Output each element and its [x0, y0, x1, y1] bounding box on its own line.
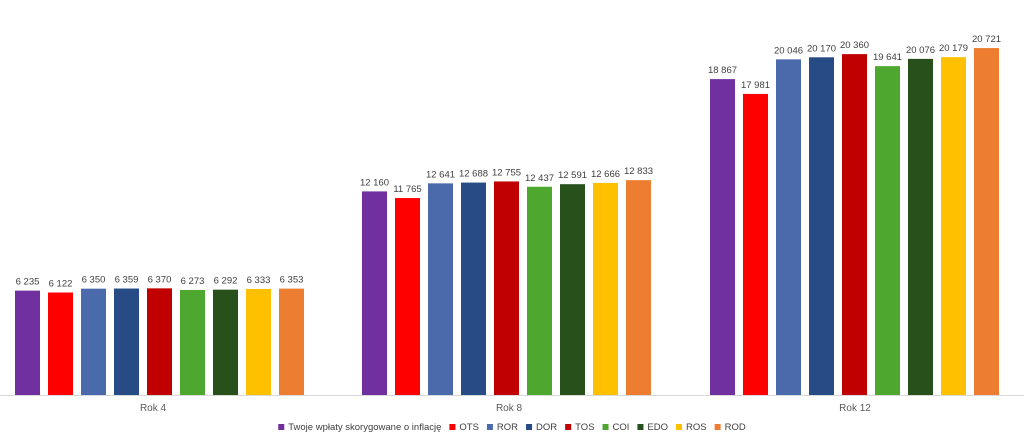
legend-swatch: [602, 424, 609, 430]
data-labels-layer: 6 235 6 122 6 350 6 359 6 370 6 273 6 292 6 333…: [16, 34, 1001, 289]
data-label: 12 437: [525, 173, 554, 184]
legend-item: Twoje wpłaty skorygowane o inflację: [278, 422, 441, 433]
data-label: 6 273: [181, 276, 205, 287]
data-label: 6 333: [247, 275, 271, 286]
bar-ots-rok-8: [395, 198, 420, 395]
bar-coi-rok-4: [180, 289, 205, 395]
legend-label: DOR: [536, 422, 557, 433]
legend-swatch: [714, 424, 721, 430]
bar-tos-rok-8: [494, 181, 519, 395]
data-label: 20 076: [906, 45, 935, 56]
bar-rod-rok-12: [974, 48, 999, 395]
category-label: Rok 8: [496, 403, 523, 414]
data-label: 6 350: [82, 275, 106, 286]
legend-swatch: [486, 424, 493, 430]
legend-label: OTS: [459, 422, 479, 433]
data-label: 12 591: [558, 170, 587, 181]
data-label: 12 688: [459, 169, 488, 180]
data-label: 17 981: [741, 80, 770, 91]
legend-item: TOS: [565, 422, 595, 433]
bar-tos-rok-4: [147, 288, 172, 395]
data-label: 20 360: [840, 40, 869, 51]
bar-rod-rok-8: [626, 180, 651, 395]
data-label: 12 160: [360, 177, 389, 188]
legend-swatch: [278, 424, 285, 430]
bar-ros-rok-4: [246, 288, 271, 395]
legend-label: ROS: [686, 422, 707, 433]
bar-tos-rok-12: [842, 54, 867, 395]
bar-twoje-wp-aty-skorygowane-o-inflacj--rok-8: [362, 191, 387, 395]
bar-dor-rok-8: [461, 182, 486, 395]
bar-coi-rok-8: [527, 186, 552, 395]
data-label: 6 353: [280, 275, 304, 286]
data-label: 20 046: [774, 45, 803, 56]
legend-item: ROS: [676, 422, 707, 433]
bar-dor-rok-12: [809, 57, 834, 395]
legend-swatch: [676, 424, 683, 430]
bar-ros-rok-12: [941, 57, 966, 395]
legend-item: DOR: [526, 422, 557, 433]
category-labels-layer: Rok 4 Rok 8 Rok 12: [140, 403, 871, 414]
data-label: 12 833: [624, 166, 653, 177]
legend: Twoje wpłaty skorygowane o inflację OTS RO…: [278, 422, 746, 433]
legend-item: OTS: [449, 422, 479, 433]
bar-coi-rok-12: [875, 66, 900, 396]
bar-twoje-wp-aty-skorygowane-o-inflacj--rok-12: [710, 79, 735, 396]
bar-dor-rok-4: [114, 288, 139, 395]
bar-ots-rok-4: [48, 292, 73, 395]
data-label: 12 755: [492, 167, 521, 178]
legend-label: EDO: [647, 422, 668, 433]
bar-ros-rok-8: [593, 182, 618, 395]
data-label: 20 721: [972, 34, 1001, 45]
legend-item: EDO: [637, 422, 668, 433]
bar-ror-rok-8: [428, 183, 453, 395]
data-label: 12 666: [591, 169, 620, 180]
bar-rod-rok-4: [279, 288, 304, 395]
legend-item: COI: [602, 422, 630, 433]
bar-ror-rok-12: [776, 59, 801, 396]
legend-label: COI: [613, 422, 630, 433]
legend-label: Twoje wpłaty skorygowane o inflację: [288, 422, 441, 433]
data-label: 6 235: [16, 277, 40, 288]
category-label: Rok 4: [140, 403, 167, 414]
legend-swatch: [526, 424, 533, 430]
data-label: 6 370: [148, 274, 172, 285]
legend-swatch: [637, 424, 644, 430]
bar-edo-rok-4: [213, 289, 238, 395]
legend-swatch: [449, 424, 456, 430]
bar-edo-rok-12: [908, 58, 933, 396]
legend-label: TOS: [575, 422, 594, 433]
bar-twoje-wp-aty-skorygowane-o-inflacj--rok-4: [15, 290, 40, 395]
data-label: 6 122: [49, 278, 73, 289]
data-label: 6 292: [214, 276, 238, 287]
legend-label: ROD: [725, 422, 746, 433]
legend-item: ROR: [486, 422, 518, 433]
legend-item: ROD: [714, 422, 746, 433]
bars-layer: [15, 48, 999, 396]
data-label: 20 170: [807, 43, 836, 54]
bar-edo-rok-8: [560, 184, 585, 395]
bar-ror-rok-4: [81, 288, 106, 395]
data-label: 11 765: [393, 184, 421, 195]
data-label: 12 641: [426, 169, 455, 180]
bar-ots-rok-12: [743, 93, 768, 395]
data-label: 20 179: [939, 43, 968, 54]
data-label: 6 359: [115, 275, 139, 286]
legend-swatch: [565, 424, 572, 430]
category-label: Rok 12: [839, 403, 871, 414]
data-label: 18 867: [708, 65, 737, 76]
data-label: 19 641: [873, 52, 902, 63]
legend-label: ROR: [497, 422, 518, 433]
